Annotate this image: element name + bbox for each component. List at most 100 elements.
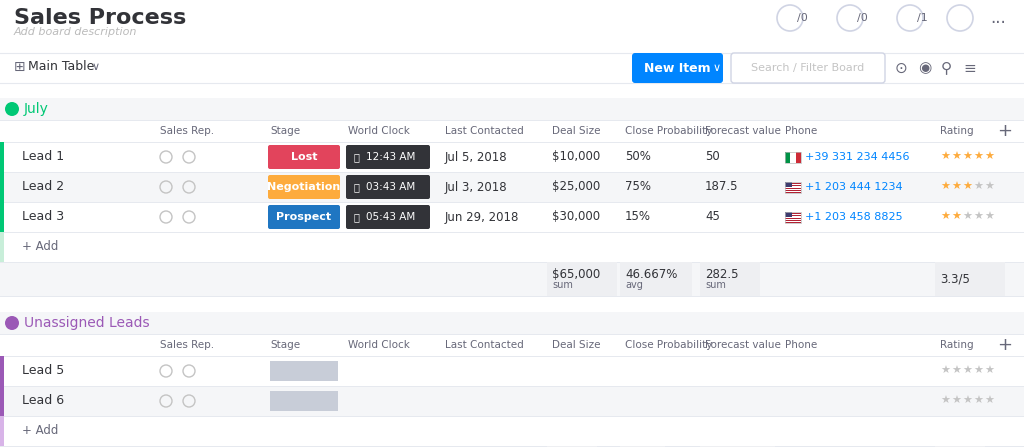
Text: ★: ★ bbox=[951, 182, 961, 192]
Text: ★: ★ bbox=[984, 396, 994, 406]
Text: ★: ★ bbox=[973, 182, 983, 192]
Bar bbox=[785, 181, 801, 193]
Bar bbox=[785, 183, 801, 184]
Bar bbox=[785, 211, 801, 212]
Text: ★: ★ bbox=[962, 212, 972, 222]
Text: ...: ... bbox=[990, 9, 1006, 27]
Bar bbox=[785, 185, 801, 186]
Bar bbox=[0, 416, 1024, 446]
Bar bbox=[0, 232, 1024, 262]
Text: ∨: ∨ bbox=[92, 62, 100, 72]
Bar bbox=[700, 446, 775, 447]
Bar bbox=[0, 262, 1024, 296]
Text: ★: ★ bbox=[951, 152, 961, 162]
Text: Deal Size: Deal Size bbox=[552, 126, 600, 136]
Bar bbox=[785, 187, 801, 188]
Bar bbox=[0, 232, 4, 262]
Text: Close Probability: Close Probability bbox=[625, 340, 713, 350]
Text: ★: ★ bbox=[940, 152, 950, 162]
Text: Lead 6: Lead 6 bbox=[22, 395, 65, 408]
Text: /0: /0 bbox=[857, 13, 867, 23]
Text: /0: /0 bbox=[797, 13, 808, 23]
Text: Lead 1: Lead 1 bbox=[22, 151, 65, 164]
Text: ★: ★ bbox=[962, 366, 972, 376]
Text: sum: sum bbox=[705, 280, 726, 290]
Text: Jul 3, 2018: Jul 3, 2018 bbox=[445, 181, 508, 194]
Text: ★: ★ bbox=[962, 396, 972, 406]
Bar bbox=[785, 152, 791, 163]
Text: $65,000: $65,000 bbox=[552, 267, 600, 281]
Bar bbox=[0, 312, 1024, 334]
Text: ∨: ∨ bbox=[713, 63, 721, 73]
Text: +: + bbox=[997, 336, 1013, 354]
Text: + Add: + Add bbox=[22, 240, 58, 253]
Text: 282.5: 282.5 bbox=[705, 267, 738, 281]
Bar bbox=[785, 218, 801, 219]
Bar bbox=[785, 186, 801, 187]
Text: ★: ★ bbox=[951, 366, 961, 376]
Text: Unassigned Leads: Unassigned Leads bbox=[24, 316, 150, 330]
Text: Stage: Stage bbox=[270, 126, 300, 136]
Text: ≡: ≡ bbox=[963, 60, 976, 76]
Text: World Clock: World Clock bbox=[348, 126, 410, 136]
Text: Lead 3: Lead 3 bbox=[22, 211, 65, 224]
Text: ★: ★ bbox=[973, 212, 983, 222]
Bar bbox=[785, 181, 801, 182]
Bar bbox=[785, 221, 801, 222]
Text: Deal Size: Deal Size bbox=[552, 340, 600, 350]
Text: $10,000: $10,000 bbox=[552, 151, 600, 164]
Text: avg: avg bbox=[625, 280, 643, 290]
Bar bbox=[0, 172, 4, 202]
Bar bbox=[791, 152, 796, 163]
Bar bbox=[0, 334, 1024, 356]
Text: 187.5: 187.5 bbox=[705, 181, 738, 194]
Text: Last Contacted: Last Contacted bbox=[445, 126, 523, 136]
Bar bbox=[785, 191, 801, 192]
Text: ★: ★ bbox=[984, 152, 994, 162]
Text: Jun 29, 2018: Jun 29, 2018 bbox=[445, 211, 519, 224]
Bar bbox=[620, 446, 665, 447]
Text: ★: ★ bbox=[962, 182, 972, 192]
Bar bbox=[0, 142, 1024, 172]
Bar bbox=[785, 192, 801, 193]
Text: 3.3/5: 3.3/5 bbox=[940, 273, 970, 286]
Bar bbox=[785, 188, 801, 189]
Bar bbox=[785, 215, 801, 216]
Bar bbox=[547, 262, 617, 296]
FancyBboxPatch shape bbox=[268, 145, 340, 169]
Text: ★: ★ bbox=[984, 212, 994, 222]
Text: ⊙: ⊙ bbox=[895, 60, 907, 76]
FancyBboxPatch shape bbox=[731, 53, 885, 83]
FancyBboxPatch shape bbox=[346, 145, 430, 169]
Text: ★: ★ bbox=[973, 366, 983, 376]
Bar bbox=[785, 212, 801, 213]
Text: ★: ★ bbox=[973, 152, 983, 162]
Bar bbox=[0, 202, 4, 232]
Bar bbox=[785, 189, 801, 190]
Text: Add board description: Add board description bbox=[14, 27, 137, 37]
Bar bbox=[0, 98, 1024, 120]
Bar bbox=[0, 416, 4, 446]
Text: Stage: Stage bbox=[270, 340, 300, 350]
Bar bbox=[785, 217, 801, 218]
Bar bbox=[935, 262, 1005, 296]
Bar bbox=[785, 181, 792, 187]
FancyBboxPatch shape bbox=[346, 175, 430, 199]
Bar bbox=[700, 262, 760, 296]
Text: 15%: 15% bbox=[625, 211, 651, 224]
Text: + Add: + Add bbox=[22, 425, 58, 438]
Text: 🌙: 🌙 bbox=[353, 212, 359, 222]
Bar bbox=[620, 262, 692, 296]
Text: sum: sum bbox=[552, 280, 572, 290]
Bar bbox=[0, 386, 4, 416]
Text: Sales Process: Sales Process bbox=[14, 8, 186, 28]
Text: Last Contacted: Last Contacted bbox=[445, 340, 523, 350]
Text: 05:43 AM: 05:43 AM bbox=[366, 212, 416, 222]
Text: $25,000: $25,000 bbox=[552, 181, 600, 194]
Text: 46.667%: 46.667% bbox=[625, 267, 677, 281]
Text: Forecast value: Forecast value bbox=[705, 340, 781, 350]
Text: Negotiation: Negotiation bbox=[267, 182, 341, 192]
Bar bbox=[935, 446, 985, 447]
Bar bbox=[785, 182, 801, 183]
Text: 03:43 AM: 03:43 AM bbox=[366, 182, 416, 192]
